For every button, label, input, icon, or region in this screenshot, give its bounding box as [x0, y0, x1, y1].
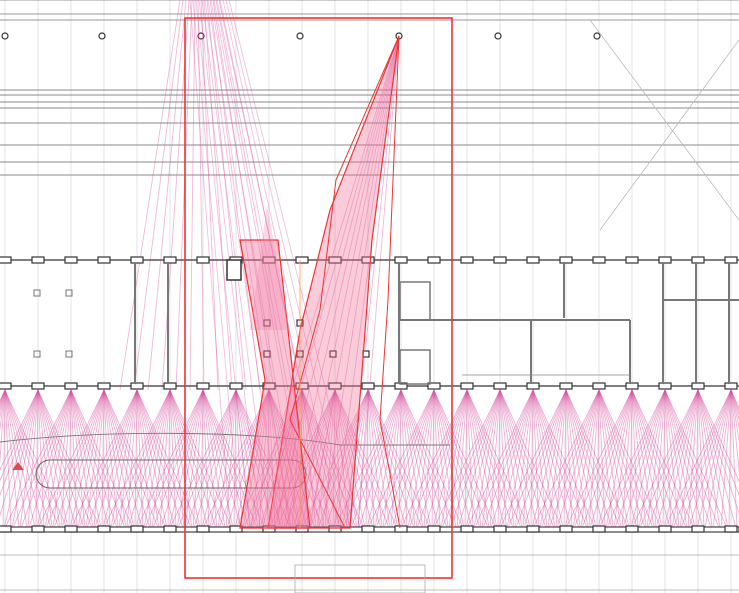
column [593, 257, 605, 263]
column [725, 257, 737, 263]
column [725, 383, 737, 389]
column [131, 383, 143, 389]
column [494, 526, 506, 532]
column-circle [594, 33, 600, 39]
column [65, 526, 77, 532]
architectural-plan [0, 0, 739, 593]
column [32, 383, 44, 389]
column [560, 526, 572, 532]
column [461, 257, 473, 263]
column [494, 383, 506, 389]
column [98, 526, 110, 532]
column [164, 526, 176, 532]
column [395, 526, 407, 532]
column [164, 383, 176, 389]
column [65, 257, 77, 263]
column [197, 526, 209, 532]
column [65, 383, 77, 389]
column-circle [99, 33, 105, 39]
column [362, 526, 374, 532]
column [626, 526, 638, 532]
column-circle [2, 33, 8, 39]
column [494, 257, 506, 263]
column [659, 383, 671, 389]
column [692, 257, 704, 263]
column [0, 383, 11, 389]
column [593, 526, 605, 532]
column [32, 526, 44, 532]
stair [227, 260, 241, 280]
column [527, 383, 539, 389]
column [428, 257, 440, 263]
column [395, 257, 407, 263]
column [725, 526, 737, 532]
column [164, 257, 176, 263]
column [692, 383, 704, 389]
column-circle [495, 33, 501, 39]
column [560, 383, 572, 389]
column [230, 383, 242, 389]
column [593, 383, 605, 389]
column [461, 526, 473, 532]
column [527, 526, 539, 532]
column [32, 257, 44, 263]
column [626, 257, 638, 263]
column [362, 383, 374, 389]
column [428, 526, 440, 532]
column [659, 257, 671, 263]
column [0, 526, 11, 532]
column [197, 383, 209, 389]
column [197, 257, 209, 263]
column [296, 257, 308, 263]
column [659, 526, 671, 532]
column [131, 257, 143, 263]
column [692, 526, 704, 532]
column [98, 383, 110, 389]
column [626, 383, 638, 389]
column [560, 257, 572, 263]
column [0, 257, 11, 263]
column [131, 526, 143, 532]
column [461, 383, 473, 389]
column [98, 257, 110, 263]
column [527, 257, 539, 263]
column-circle [297, 33, 303, 39]
background [0, 0, 739, 593]
